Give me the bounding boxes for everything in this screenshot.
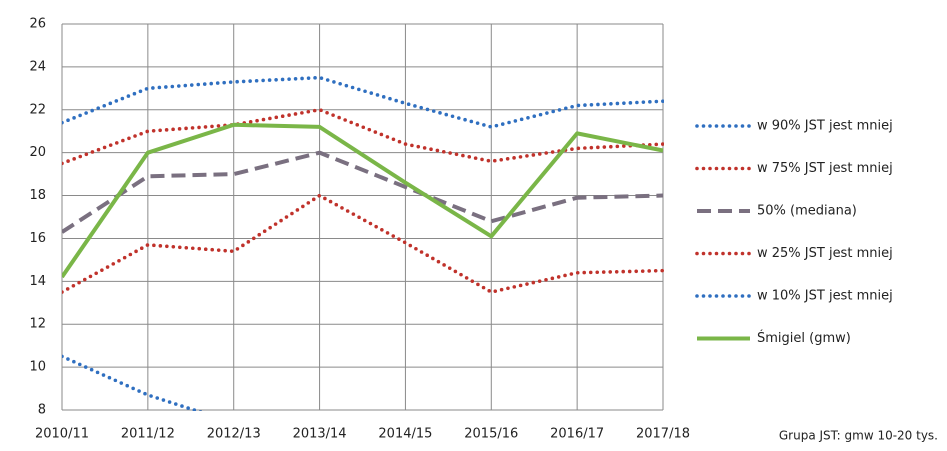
legend-label: 50% (mediana) (757, 204, 857, 219)
y-tick-label: 26 (29, 17, 46, 32)
x-tick-label: 2013/14 (293, 427, 347, 442)
y-tick-label: 14 (29, 274, 46, 289)
series-line (62, 107, 664, 166)
y-tick-label: 10 (29, 360, 46, 375)
legend-label: w 90% JST jest mniej (757, 119, 893, 134)
x-tick-label: 2017/18 (636, 427, 690, 442)
y-tick-label: 16 (29, 231, 46, 246)
x-tick-label: 2015/16 (464, 427, 518, 442)
y-tick-label: 8 (38, 403, 46, 418)
y-tick-label: 12 (29, 317, 46, 332)
x-tick-label: 2011/12 (121, 427, 175, 442)
y-tick-label: 20 (29, 145, 46, 160)
x-tick-label: 2012/13 (207, 427, 261, 442)
footnote: Grupa JST: gmw 10-20 tys. (779, 429, 938, 443)
series-line (62, 150, 664, 234)
legend-label: Śmigiel (gmw) (757, 330, 851, 346)
x-tick-label: 2010/11 (35, 427, 89, 442)
legend-label: w 25% JST jest mniej (757, 246, 893, 261)
series-line (62, 122, 664, 279)
y-tick-label: 18 (29, 188, 46, 203)
y-tick-label: 24 (29, 59, 46, 74)
x-tick-label: 2014/15 (378, 427, 432, 442)
series-line (62, 193, 664, 294)
series-line (62, 75, 664, 129)
legend-label: w 75% JST jest mniej (757, 161, 893, 176)
y-tick-label: 22 (29, 102, 46, 117)
x-tick-label: 2016/17 (550, 427, 604, 442)
plot-lines (62, 75, 664, 411)
series-line (62, 354, 203, 411)
legend-label: w 10% JST jest mniej (757, 289, 893, 304)
